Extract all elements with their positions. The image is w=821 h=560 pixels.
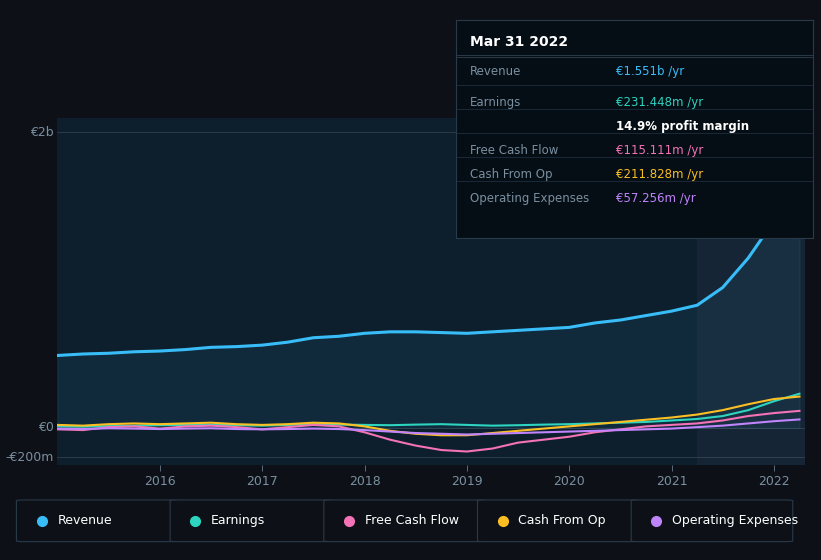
Text: Earnings: Earnings [470,96,521,109]
Text: Revenue: Revenue [57,514,112,528]
Text: Operating Expenses: Operating Expenses [470,192,589,205]
FancyBboxPatch shape [16,500,178,542]
Text: Revenue: Revenue [470,66,521,78]
Text: €0: €0 [38,421,53,435]
Text: €115.111m /yr: €115.111m /yr [617,144,704,157]
Text: €1.551b /yr: €1.551b /yr [617,66,685,78]
FancyBboxPatch shape [478,500,639,542]
FancyBboxPatch shape [631,500,793,542]
Text: €2b: €2b [30,126,53,139]
Text: 14.9% profit margin: 14.9% profit margin [617,120,750,133]
FancyBboxPatch shape [170,500,332,542]
Text: Free Cash Flow: Free Cash Flow [365,514,459,528]
Text: Earnings: Earnings [211,514,265,528]
Text: €211.828m /yr: €211.828m /yr [617,168,704,181]
Text: €231.448m /yr: €231.448m /yr [617,96,704,109]
Text: Mar 31 2022: Mar 31 2022 [470,35,568,49]
Text: -€200m: -€200m [6,451,53,464]
Text: Cash From Op: Cash From Op [519,514,606,528]
Bar [697,118,805,465]
Text: Cash From Op: Cash From Op [470,168,553,181]
FancyBboxPatch shape [323,500,485,542]
Text: Operating Expenses: Operating Expenses [672,514,798,528]
Text: Free Cash Flow: Free Cash Flow [470,144,558,157]
Text: €57.256m /yr: €57.256m /yr [617,192,696,205]
